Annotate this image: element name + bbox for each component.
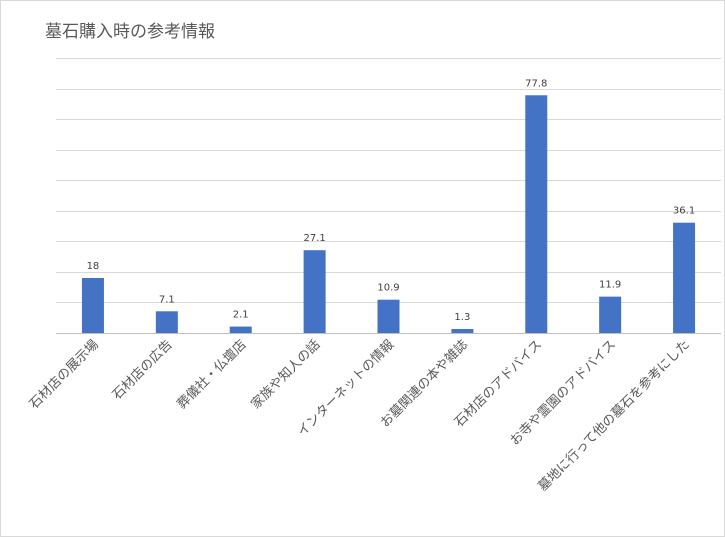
data-label: 7.1 [159, 294, 175, 305]
data-label: 2.1 [233, 310, 249, 321]
category-label: 石材店の展示場 [27, 337, 102, 412]
bar [525, 95, 548, 334]
bar [377, 299, 400, 333]
data-label: 18 [87, 261, 100, 272]
data-label: 1.3 [454, 312, 470, 323]
bar [81, 278, 104, 333]
bar [229, 326, 252, 333]
bar [303, 250, 326, 333]
category-labels: 石材店の展示場 石材店の広告葬儀社・仏壇店家族や知人の話インターネットの情報お墓関… [27, 337, 693, 495]
bars [81, 95, 696, 334]
bar [155, 311, 178, 333]
data-labels: 18 7.1 2.1 27.1 10.9 1.3 77.8 11.9 36.1 [87, 78, 696, 323]
category-label: 墓地に行って他の墓石を参考にした [535, 337, 693, 495]
bar [599, 296, 622, 333]
category-label: 石材店の広告 [110, 337, 176, 403]
data-label: 27.1 [303, 233, 325, 244]
chart-title: 墓石購入時の参考情報 [45, 22, 215, 42]
data-label: 36.1 [673, 206, 695, 217]
data-label: 10.9 [377, 283, 399, 294]
category-label: 葬儀社・仏壇店 [174, 337, 250, 413]
bar [451, 329, 474, 333]
category-label: 家族や知人の話 [248, 337, 324, 413]
gridlines [56, 58, 721, 334]
bar [673, 222, 696, 333]
data-label: 11.9 [599, 280, 621, 291]
data-label: 77.8 [525, 78, 547, 89]
